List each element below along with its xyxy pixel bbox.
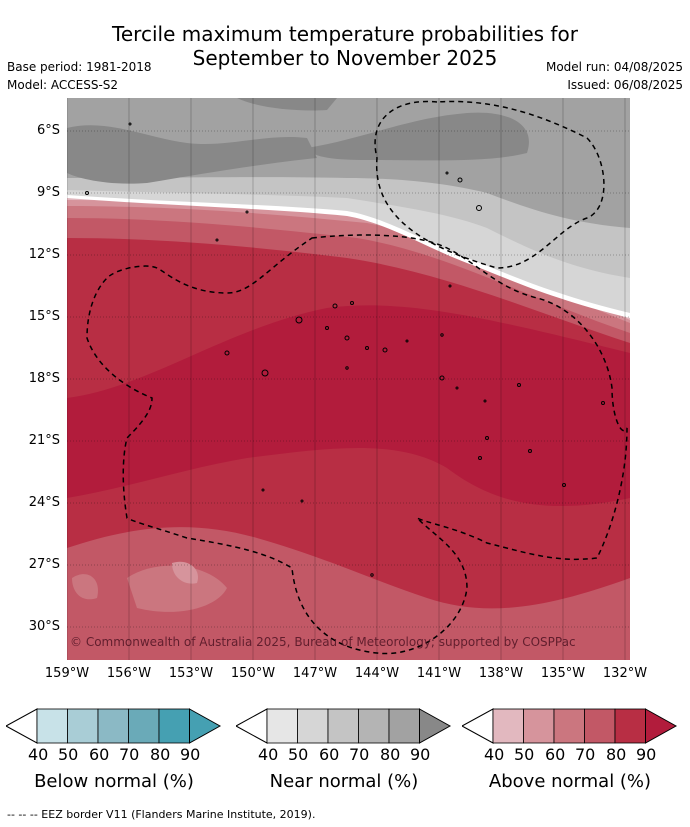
tick: 40 <box>258 745 279 764</box>
zone-above-60-sw <box>72 574 98 600</box>
model-name: Model: ACCESS-S2 <box>7 78 119 92</box>
lat-label: 6°S <box>36 123 60 138</box>
issued-date: Issued: 06/08/2025 <box>567 78 683 92</box>
title-line-2: September to November 2025 <box>192 46 498 70</box>
island-markers <box>85 122 605 577</box>
lon-label: 153°W <box>168 666 214 681</box>
eez-footnote: -- -- -- EEZ border V11 (Flanders Marine… <box>7 808 316 821</box>
colorbar-above-title: Above normal (%) <box>488 771 652 792</box>
tick: 50 <box>288 745 309 764</box>
lat-label: 24°S <box>28 495 60 510</box>
tick: 70 <box>349 745 370 764</box>
zone-near-90-center <box>307 112 529 161</box>
lon-label: 132°W <box>602 666 648 681</box>
tick: 60 <box>319 745 340 764</box>
lon-gridlines <box>67 98 626 660</box>
probability-map: © Commonwealth of Australia 2025, Bureau… <box>67 98 630 660</box>
zone-near-90-top <box>237 98 337 111</box>
lat-gridlines <box>67 130 630 628</box>
lat-label: 9°S <box>36 185 60 200</box>
lat-label: 21°S <box>28 433 60 448</box>
tick: 70 <box>119 745 140 764</box>
lon-label: 150°W <box>230 666 276 681</box>
zone-near-90-west <box>67 125 317 184</box>
lon-label: 144°W <box>354 666 400 681</box>
tick: 90 <box>636 745 657 764</box>
lon-label: 159°W <box>44 666 90 681</box>
zone-above-50-south <box>172 561 198 584</box>
tick: 60 <box>545 745 566 764</box>
tick: 40 <box>28 745 49 764</box>
tick: 80 <box>380 745 401 764</box>
zone-above-70-south <box>67 527 630 660</box>
base-period: Base period: 1981-2018 <box>7 60 152 74</box>
colorbar-below-normal <box>6 708 222 744</box>
lat-label: 27°S <box>28 557 60 572</box>
lon-label: 156°W <box>106 666 152 681</box>
lat-label: 12°S <box>28 247 60 262</box>
eez-south <box>86 234 628 655</box>
lon-label: 147°W <box>292 666 338 681</box>
title-line-1: Tercile maximum temperature probabilitie… <box>112 22 578 46</box>
colorbar-near-title: Near normal (%) <box>269 771 419 792</box>
tick: 80 <box>150 745 171 764</box>
eez-north <box>374 100 605 269</box>
colorbar-below-title: Below normal (%) <box>34 771 194 792</box>
lat-label: 15°S <box>28 309 60 324</box>
tick: 90 <box>410 745 431 764</box>
map-title: Tercile maximum temperature probabilitie… <box>0 22 690 70</box>
meta-right: Model run: 04/08/2025 Issued: 06/08/2025 <box>546 58 683 94</box>
colorbar-above-normal <box>462 708 678 744</box>
tick: 40 <box>484 745 505 764</box>
lon-label: 141°W <box>416 666 462 681</box>
tick: 90 <box>180 745 201 764</box>
lon-label: 138°W <box>478 666 524 681</box>
tick: 50 <box>58 745 79 764</box>
eez-borders <box>86 100 628 655</box>
meta-left: Base period: 1981-2018 Model: ACCESS-S2 <box>7 58 152 94</box>
colorbar-near-normal <box>236 708 452 744</box>
tick: 70 <box>575 745 596 764</box>
tick: 60 <box>89 745 110 764</box>
lat-label: 18°S <box>28 371 60 386</box>
lon-label: 135°W <box>540 666 586 681</box>
zone-above-60-south <box>127 565 227 612</box>
model-run: Model run: 04/08/2025 <box>545 60 683 74</box>
copyright-notice: © Commonwealth of Australia 2025, Bureau… <box>70 635 576 649</box>
colorbar-below-arrow-right <box>189 708 222 744</box>
lat-label: 30°S <box>28 619 60 634</box>
tick: 80 <box>606 745 627 764</box>
colorbar-below-arrow-left <box>6 708 38 744</box>
tick: 50 <box>514 745 535 764</box>
